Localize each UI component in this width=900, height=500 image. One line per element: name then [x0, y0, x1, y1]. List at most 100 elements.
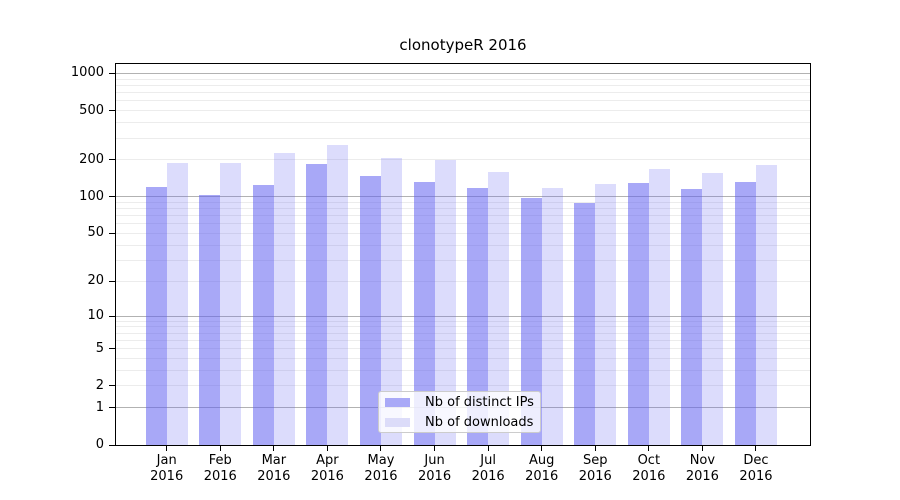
chart-title: clonotypeR 2016	[399, 36, 527, 54]
bar-ips-nov	[681, 188, 703, 445]
minor-gridline	[116, 201, 810, 203]
y-tick-label: 1	[95, 399, 104, 415]
x-tick-label: Sep 2016	[565, 453, 625, 485]
major-gridline	[116, 72, 810, 74]
minor-gridline	[116, 92, 810, 94]
x-tick-label-line: 2016	[310, 469, 344, 484]
legend: Nb of distinct IPs Nb of downloads	[378, 391, 541, 433]
x-tick-mark	[380, 446, 382, 451]
bar-ips-may	[359, 175, 381, 445]
x-tick-label: Aug 2016	[512, 453, 572, 485]
bar-downloads-nov	[702, 172, 724, 445]
bar-downloads-jul	[488, 172, 510, 445]
minor-gridline	[116, 100, 810, 102]
bar-downloads-apr	[327, 144, 349, 445]
minor-gridline	[116, 78, 810, 80]
x-tick-mark	[166, 446, 168, 451]
x-tick-mark	[273, 446, 275, 451]
x-tick-label-line: Jun	[424, 453, 445, 468]
x-tick-label-line: Oct	[637, 453, 661, 468]
bar-downloads-sep	[595, 184, 617, 445]
bar-ips-jul	[467, 187, 489, 445]
bar-downloads-may	[380, 158, 402, 445]
bar-ips-dec	[734, 182, 756, 445]
x-tick-mark	[648, 446, 650, 451]
bar-ips-feb	[199, 194, 221, 445]
x-tick-label: Oct 2016	[619, 453, 679, 485]
x-tick-label-line: Sep	[582, 453, 608, 468]
minor-gridline	[116, 320, 810, 322]
y-tick-label: 1000	[70, 65, 104, 81]
minor-gridline	[116, 110, 810, 112]
x-tick-mark	[594, 446, 596, 451]
x-tick-label-line: 2016	[364, 469, 398, 484]
minor-gridline	[116, 332, 810, 334]
bar-downloads-jan	[166, 163, 188, 445]
x-tick-label-line: May	[367, 453, 395, 468]
minor-gridline	[116, 223, 810, 225]
x-tick-mark	[755, 446, 757, 451]
y-tick-label: 100	[79, 188, 104, 204]
plot-area	[115, 63, 811, 446]
minor-gridline	[116, 244, 810, 246]
bar-ips-oct	[627, 183, 649, 445]
minor-gridline	[116, 326, 810, 328]
x-tick-label-line: 2016	[257, 469, 291, 484]
minor-gridline	[116, 84, 810, 86]
major-gridline	[116, 196, 810, 198]
legend-item-distinct-ips: Nb of distinct IPs	[385, 394, 540, 411]
x-tick-label-line: Aug	[528, 453, 555, 468]
y-tick-label: 2	[95, 377, 104, 393]
legend-label: Nb of downloads	[425, 414, 534, 430]
minor-gridline	[116, 385, 810, 387]
x-tick-mark	[219, 446, 221, 451]
x-tick-label: Feb 2016	[190, 453, 250, 485]
x-tick-label-line: 2016	[150, 469, 184, 484]
y-tick-mark	[109, 348, 115, 350]
x-tick-label-line: 2016	[203, 469, 237, 484]
minor-gridline	[116, 259, 810, 261]
x-tick-label-line: 2016	[685, 469, 719, 484]
y-tick-label: 0	[95, 437, 104, 452]
bar-downloads-dec	[755, 165, 777, 445]
y-tick-label: 200	[79, 151, 104, 167]
x-tick-label: Nov 2016	[672, 453, 732, 485]
x-tick-label-line: 2016	[739, 469, 773, 484]
y-tick-label: 500	[79, 102, 104, 118]
minor-gridline	[116, 280, 810, 282]
y-tick-mark	[109, 444, 115, 446]
bar-downloads-feb	[220, 162, 242, 445]
bar-downloads-oct	[648, 169, 670, 445]
legend-swatch-distinct-ips	[385, 397, 410, 407]
x-tick-mark	[541, 446, 543, 451]
y-tick-mark	[109, 232, 115, 234]
legend-label: Nb of distinct IPs	[425, 394, 534, 410]
x-tick-label-line: Feb	[208, 453, 232, 468]
x-tick-label: Jan 2016	[137, 453, 197, 485]
x-tick-label: Dec 2016	[726, 453, 786, 485]
y-tick-mark	[109, 110, 115, 112]
x-tick-label-line: 2016	[525, 469, 559, 484]
x-tick-label-line: Dec	[743, 453, 769, 468]
minor-gridline	[116, 137, 810, 139]
minor-gridline	[116, 208, 810, 210]
x-tick-label-line: 2016	[418, 469, 452, 484]
y-tick-label: 50	[87, 225, 104, 241]
x-tick-label-line: Jul	[480, 453, 496, 468]
x-tick-mark	[326, 446, 328, 451]
x-tick-label-line: 2016	[471, 469, 505, 484]
legend-swatch-downloads	[385, 417, 410, 427]
bar-downloads-mar	[273, 153, 295, 445]
bar-ips-mar	[252, 184, 274, 445]
x-tick-label: Jun 2016	[405, 453, 465, 485]
y-tick-mark	[109, 315, 115, 317]
x-tick-label: Mar 2016	[244, 453, 304, 485]
x-tick-label: Apr 2016	[297, 453, 357, 485]
minor-gridline	[116, 233, 810, 234]
x-tick-mark	[701, 446, 703, 451]
bar-ips-sep	[574, 202, 596, 445]
minor-gridline	[116, 357, 810, 359]
x-tick-label-line: Mar	[261, 453, 287, 468]
x-tick-label-line: Jan	[156, 453, 177, 468]
y-tick-mark	[109, 385, 115, 387]
